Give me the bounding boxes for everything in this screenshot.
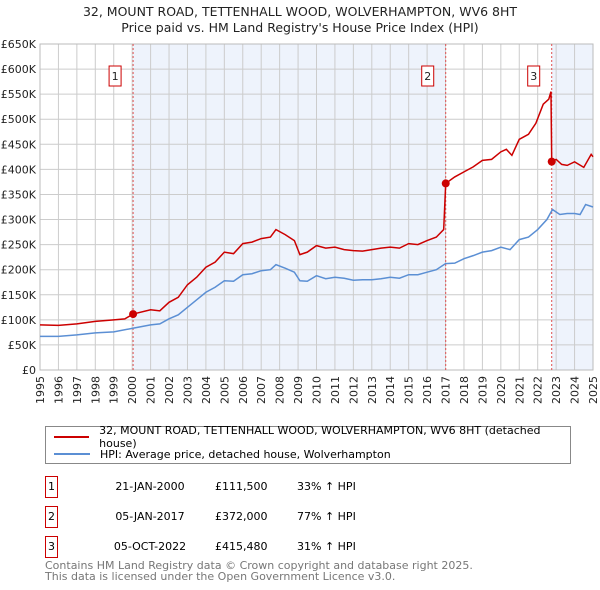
shaded-range <box>551 44 593 370</box>
x-tick-label: 2001 <box>145 376 158 404</box>
sale-marker-box: 1 <box>45 476 58 498</box>
legend-swatch <box>54 436 90 438</box>
y-tick-label: £250K <box>1 239 37 252</box>
legend-label: HPI: Average price, detached house, Wolv… <box>100 447 391 461</box>
x-tick-label: 2018 <box>458 376 471 404</box>
sale-price: £372,000 <box>215 510 268 523</box>
legend-label: 32, MOUNT ROAD, TETTENHALL WOOD, WOLVERH… <box>99 424 541 450</box>
y-tick-label: £50K <box>8 339 37 352</box>
sale-hpi-diff: 31% ↑ HPI <box>297 540 356 553</box>
sale-price: £111,500 <box>215 480 268 493</box>
x-tick-label: 2024 <box>569 376 582 404</box>
sale-marker-box <box>527 65 541 87</box>
y-tick-label: £550K <box>1 88 37 101</box>
y-tick-label: £200K <box>1 264 37 277</box>
shaded-range <box>133 44 446 370</box>
chart-title: 32, MOUNT ROAD, TETTENHALL WOOD, WOLVERH… <box>82 4 518 19</box>
y-tick-label: £300K <box>1 214 37 227</box>
footer-line: Contains HM Land Registry data © Crown c… <box>45 559 473 572</box>
x-tick-label: 1996 <box>52 376 65 404</box>
sale-marker-box <box>108 65 122 87</box>
y-tick-label: £100K <box>1 314 37 327</box>
x-tick-label: 2014 <box>384 376 397 404</box>
y-tick-label: £400K <box>1 163 37 176</box>
sale-marker-box <box>421 65 435 87</box>
sale-price: £415,480 <box>215 540 268 553</box>
x-tick-label: 2000 <box>126 376 139 404</box>
sale-date: 05-JAN-2017 <box>115 510 185 523</box>
x-tick-label: 2005 <box>218 376 231 404</box>
x-tick-label: 2015 <box>403 376 416 404</box>
x-tick-label: 2004 <box>200 376 213 404</box>
plot-area: £0 £50K £100K £150K £200K £250K £300K £350K £400… <box>1 38 600 404</box>
x-tick-label: 2025 <box>587 376 600 404</box>
y-tick-label: £600K <box>1 63 37 76</box>
sale-marker-box: 2 <box>45 506 58 528</box>
x-tick-label: 2009 <box>292 376 305 404</box>
x-tick-label: 1995 <box>34 376 47 404</box>
sale-marker-label: 3 <box>530 70 537 83</box>
y-tick-label: £350K <box>1 188 37 201</box>
legend-item-hpi: HPI: Average price, detached house, Wolv… <box>54 446 391 462</box>
x-tick-label: 2016 <box>421 376 434 404</box>
x-tick-label: 2017 <box>440 376 453 404</box>
sale-row: 3 05-OCT-2022 £415,480 31% ↑ HPI <box>45 536 445 558</box>
sale-row: 2 05-JAN-2017 £372,000 77% ↑ HPI <box>45 506 445 528</box>
x-tick-label: 2006 <box>237 376 250 404</box>
sale-date: 21-JAN-2000 <box>115 480 185 493</box>
sale-point <box>547 157 556 166</box>
x-tick-label: 2008 <box>274 376 287 404</box>
y-tick-label: £650K <box>1 38 37 51</box>
sale-marker-box: 3 <box>45 536 58 558</box>
y-tick-label: £150K <box>1 289 37 302</box>
x-tick-label: 2010 <box>311 376 324 404</box>
x-tick-label: 2019 <box>476 376 489 404</box>
sale-point <box>129 310 138 319</box>
sale-point <box>441 179 450 188</box>
footer-line: This data is licensed under the Open Gov… <box>45 570 396 583</box>
legend: 32, MOUNT ROAD, TETTENHALL WOOD, WOLVERH… <box>45 424 571 464</box>
sale-row: 1 21-JAN-2000 £111,500 33% ↑ HPI <box>45 476 445 498</box>
y-tick-label: £450K <box>1 138 37 151</box>
x-tick-label: 2012 <box>347 376 360 404</box>
sale-hpi-diff: 33% ↑ HPI <box>297 480 356 493</box>
x-tick-label: 2011 <box>329 376 342 404</box>
legend-item-property: 32, MOUNT ROAD, TETTENHALL WOOD, WOLVERH… <box>54 424 570 450</box>
chart-subtitle: Price paid vs. HM Land Registry's House … <box>121 20 479 35</box>
x-tick-label: 2013 <box>366 376 379 404</box>
x-tick-label: 1999 <box>108 376 121 404</box>
x-tick-label: 2020 <box>495 376 508 404</box>
sale-marker-label: 2 <box>424 70 431 83</box>
x-tick-label: 1998 <box>89 376 102 404</box>
y-tick-label: £500K <box>1 113 37 126</box>
x-tick-label: 2023 <box>550 376 563 404</box>
x-tick-label: 2007 <box>255 376 268 404</box>
sale-hpi-diff: 77% ↑ HPI <box>297 510 356 523</box>
footer: Contains HM Land Registry data © Crown c… <box>45 560 473 582</box>
legend-swatch <box>54 453 90 455</box>
x-tick-label: 2021 <box>513 376 526 404</box>
y-tick-label: £0 <box>22 364 36 377</box>
property-price-line <box>39 91 594 327</box>
hpi-line <box>40 203 594 338</box>
x-tick-label: 2002 <box>163 376 176 404</box>
sale-date: 05-OCT-2022 <box>113 540 187 553</box>
x-tick-label: 2022 <box>532 376 545 404</box>
x-tick-label: 2003 <box>181 376 194 404</box>
sale-marker-label: 1 <box>112 70 119 83</box>
x-tick-label: 1997 <box>71 376 84 404</box>
